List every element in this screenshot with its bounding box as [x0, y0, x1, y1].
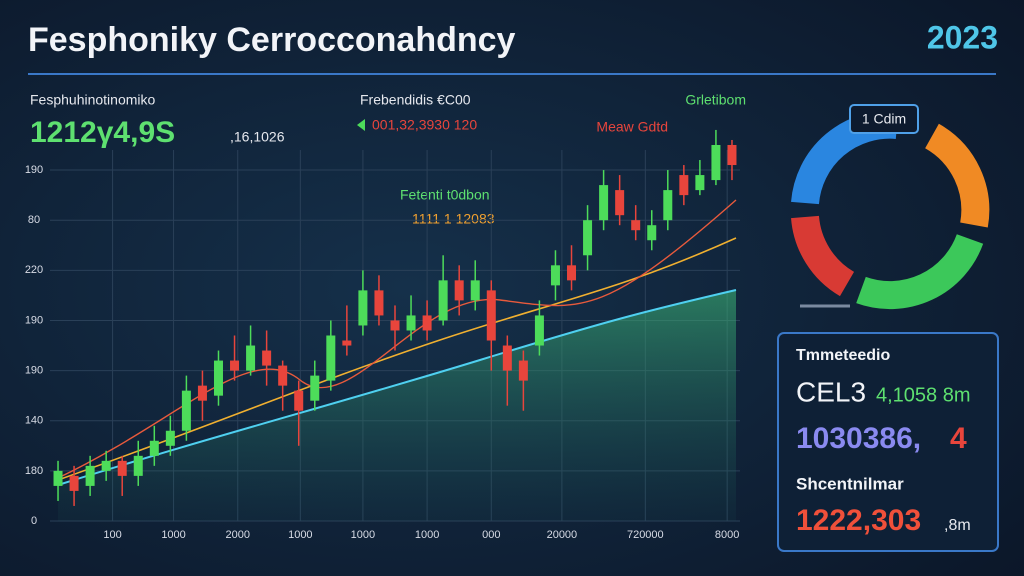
candle-body [213, 360, 223, 396]
candle-body [246, 345, 256, 371]
y-tick-label: 140 [25, 415, 43, 427]
stat-value: 1212γ4,9S [30, 116, 175, 149]
candle-body [165, 430, 175, 446]
candle-body [262, 350, 272, 366]
panel-label: Shcentnilmar [796, 474, 904, 493]
candle-body [663, 190, 673, 221]
donut-arc [924, 123, 990, 228]
candle-body [101, 460, 111, 471]
stat-value: 001,32,3930 120 [372, 117, 477, 133]
panel-value: 4 [950, 422, 967, 455]
candle-body [518, 360, 528, 381]
candle-body [631, 220, 641, 231]
x-tick-label: 1000 [415, 529, 439, 541]
candle-body [502, 345, 512, 371]
candle-body [567, 265, 577, 281]
donut-label: 1 Cdim [862, 111, 906, 127]
x-tick-label: 720000 [627, 529, 664, 541]
donut-arc [856, 233, 984, 310]
candle-body [695, 175, 705, 191]
candle-body [534, 315, 544, 346]
x-tick-label: 100 [103, 529, 121, 541]
y-tick-label: 190 [25, 365, 43, 377]
candle-body [149, 440, 159, 456]
area-fill [58, 290, 736, 521]
donut [791, 110, 990, 310]
average-line [57, 237, 737, 481]
x-tick-label: 1000 [288, 529, 312, 541]
donut-arc [791, 215, 855, 297]
y-tick-label: 0 [31, 515, 37, 527]
candle-body [454, 280, 464, 301]
panel-value: ,8m [944, 517, 971, 534]
candle-body [470, 280, 480, 301]
candle-body [583, 220, 593, 256]
stat-label: Fesphuhinotinomiko [30, 92, 156, 108]
candle-body [711, 144, 721, 181]
candle-body [117, 460, 127, 476]
stat-label: Frebendidis €C00 [360, 92, 471, 108]
candle-body [422, 315, 432, 331]
candle-body [727, 144, 737, 166]
candle-body [53, 470, 63, 486]
candle-body [197, 385, 207, 401]
candle-body [550, 265, 560, 286]
annotation: Fetenti t0dbon [400, 187, 490, 203]
candle-body [679, 175, 689, 196]
title: Fesphoniky Cerrocconahdncy [28, 21, 516, 59]
legend-label: Meaw Gdtd [596, 119, 668, 135]
candle-body [278, 365, 288, 386]
candle-body [599, 185, 609, 221]
x-tick-label: 1000 [161, 529, 185, 541]
candle-body [133, 455, 143, 476]
candle-body [486, 290, 496, 341]
y-tick-label: 220 [25, 264, 43, 276]
candle-body [181, 390, 191, 431]
y-tick-label: 190 [25, 164, 43, 176]
trend-line [57, 289, 737, 486]
candle-body [406, 315, 416, 331]
candle-body [374, 290, 384, 316]
plot [50, 129, 740, 522]
summary-panel [777, 332, 999, 552]
x-tick-label: 1000 [351, 529, 375, 541]
candle-body [647, 225, 657, 241]
x-tick-label: 000 [482, 529, 500, 541]
x-tick-label: 2000 [226, 529, 250, 541]
panel-value: 1222,303 [796, 504, 921, 537]
x-tick-label: 8000 [715, 529, 739, 541]
candle-body [230, 360, 240, 371]
candle-body [294, 390, 304, 411]
stat-unit: ,16,1026 [230, 129, 285, 145]
candle-body [358, 290, 368, 326]
year: 2023 [927, 19, 998, 55]
candle-body [390, 320, 400, 331]
candle-body [342, 340, 352, 346]
legend-label: Grletibom [685, 92, 746, 108]
candle-body [85, 465, 95, 486]
panel-value: 1030386, [796, 422, 921, 455]
candle-body [438, 280, 448, 321]
y-tick-label: 190 [25, 314, 43, 326]
panel-value: CEL3 [796, 376, 866, 407]
y-tick-label: 80 [28, 214, 40, 226]
candle-body [69, 475, 79, 491]
candle-body [326, 335, 336, 381]
arrow-icon [357, 119, 365, 131]
panel-value: 4,1058 8m [876, 384, 971, 406]
panel-label: Tmmeteedio [796, 347, 890, 364]
candle-body [310, 375, 320, 401]
annotation: 1111 1 12083 [412, 211, 495, 227]
candle-body [615, 190, 625, 216]
y-tick-label: 180 [25, 465, 43, 477]
x-tick-label: 20000 [547, 529, 578, 541]
donut-label-box [849, 104, 919, 134]
